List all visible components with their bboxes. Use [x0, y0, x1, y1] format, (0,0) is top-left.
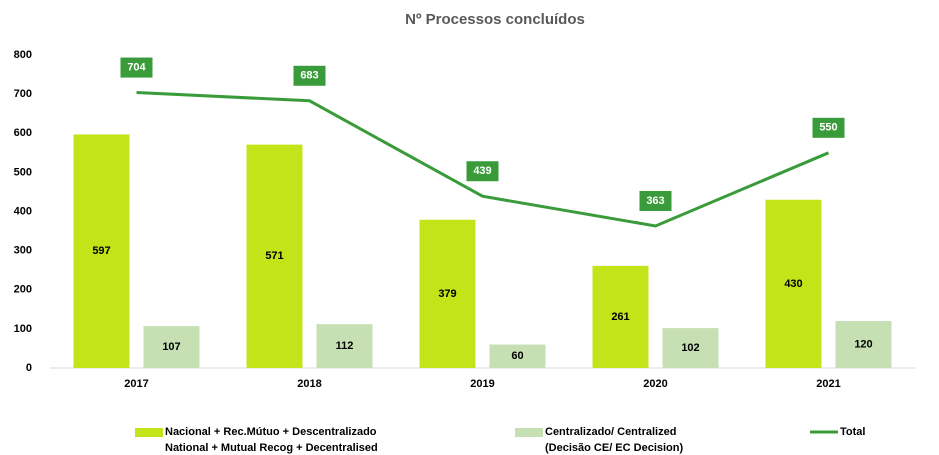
line-label-box — [639, 190, 672, 211]
y-tick-label: 600 — [14, 127, 32, 139]
y-tick-label: 500 — [14, 166, 32, 178]
bar-label: 120 — [854, 338, 872, 350]
legend-label: Centralizado/ Centralized — [545, 426, 676, 438]
legend-label: National + Mutual Recog + Decentralised — [165, 442, 378, 454]
line-label: 550 — [819, 122, 837, 134]
y-tick-label: 200 — [14, 284, 32, 296]
bar-label: 379 — [438, 288, 456, 300]
line-label-box — [812, 117, 845, 138]
bar — [316, 324, 373, 368]
line-label: 683 — [300, 70, 318, 82]
bar — [592, 265, 649, 368]
x-tick-label: 2017 — [124, 378, 148, 390]
bar — [835, 321, 892, 368]
line-label: 704 — [127, 61, 146, 73]
chart-title: Nº Processos concluídos — [405, 11, 585, 28]
bar-label: 261 — [611, 311, 629, 323]
bar-label: 112 — [336, 340, 354, 352]
legend-label: Total — [840, 426, 865, 438]
line-label-box — [120, 57, 153, 78]
bar-label: 107 — [162, 341, 180, 353]
y-tick-label: 800 — [14, 49, 32, 61]
bar-label: 430 — [784, 278, 802, 290]
bar-label: 597 — [92, 245, 110, 257]
bar — [765, 199, 822, 368]
y-tick-label: 700 — [14, 88, 32, 100]
y-tick-label: 300 — [14, 245, 32, 257]
bar-label: 102 — [681, 342, 699, 354]
bar — [246, 144, 303, 368]
bar — [143, 326, 200, 368]
y-tick-label: 100 — [14, 323, 32, 335]
line-label: 363 — [646, 195, 664, 207]
bar — [662, 328, 719, 368]
line — [136, 91, 830, 228]
x-tick-label: 2018 — [297, 378, 321, 390]
line-label: 439 — [473, 165, 491, 177]
legend-label: Nacional + Rec.Mútuo + Descentralizado — [165, 426, 377, 438]
bar — [489, 344, 546, 368]
line-label-box — [293, 65, 326, 86]
y-tick-label: 400 — [14, 205, 32, 217]
bar — [73, 134, 130, 368]
x-tick-label: 2019 — [470, 378, 494, 390]
bar-label: 571 — [265, 250, 283, 262]
legend-label: (Decisão CE/ EC Decision) — [545, 442, 683, 454]
x-tick-label: 2020 — [643, 378, 667, 390]
y-tick-label: 0 — [26, 362, 32, 374]
bar — [419, 219, 476, 368]
line-label-box — [466, 161, 499, 182]
bar-label: 60 — [511, 350, 523, 362]
legend-swatch — [515, 428, 543, 437]
x-tick-label: 2021 — [816, 378, 840, 390]
legend-swatch — [135, 428, 163, 437]
